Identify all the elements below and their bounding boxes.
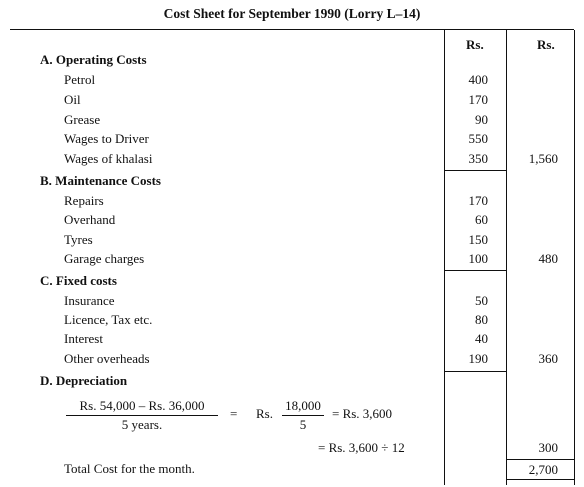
fraction-denominator: 5 xyxy=(299,417,307,432)
column-header-amount: Rs. xyxy=(466,37,484,52)
section-heading: D. Depreciation xyxy=(40,373,128,388)
item-amount: 90 xyxy=(475,112,488,127)
section-c-rule xyxy=(444,371,506,372)
section-a-rule xyxy=(444,170,506,171)
section-heading: C. Fixed costs xyxy=(40,273,117,288)
item-label: Insurance xyxy=(64,293,115,308)
item-label: Grease xyxy=(64,112,101,127)
item-amount: 50 xyxy=(475,293,488,308)
section-heading: A. Operating Costs xyxy=(40,52,147,67)
item-amount: 60 xyxy=(475,212,488,227)
total-rule-bottom xyxy=(506,479,574,480)
page-title: Cost Sheet for September 1990 (Lorry L–1… xyxy=(163,6,421,21)
item-amount: 400 xyxy=(468,72,489,87)
item-label: Licence, Tax etc. xyxy=(64,312,153,327)
item-amount: 150 xyxy=(468,232,489,247)
table-top-rule xyxy=(10,29,574,30)
section-b-rule xyxy=(444,270,506,271)
section-total: 480 xyxy=(538,251,559,266)
item-label: Wages to Driver xyxy=(64,131,149,146)
item-amount: 80 xyxy=(475,312,488,327)
section-heading: B. Maintenance Costs xyxy=(40,173,161,188)
item-amount: 170 xyxy=(468,193,489,208)
total-rule-top xyxy=(506,459,574,460)
depreciation-monthly: = Rs. 3,600 ÷ 12 xyxy=(318,440,405,455)
item-amount: 40 xyxy=(475,331,488,346)
item-label: Overhand xyxy=(64,212,116,227)
item-label: Garage charges xyxy=(64,251,145,266)
fraction-numerator: Rs. 54,000 – Rs. 36,000 xyxy=(66,398,218,416)
item-label: Petrol xyxy=(64,72,96,87)
column-header-total: Rs. xyxy=(537,37,555,52)
item-amount: 190 xyxy=(468,351,489,366)
depreciation-fraction-1: Rs. 54,000 – Rs. 36,000 5 years. xyxy=(66,398,218,433)
fraction-numerator: 18,000 xyxy=(282,398,324,416)
column-divider-right xyxy=(574,30,575,485)
equals-sign: = xyxy=(230,406,238,421)
item-label: Other overheads xyxy=(64,351,150,366)
total-label: Total Cost for the month. xyxy=(64,461,195,476)
item-amount: 350 xyxy=(468,151,489,166)
item-amount: 550 xyxy=(468,131,489,146)
item-label: Tyres xyxy=(64,232,93,247)
fraction-denominator: 5 years. xyxy=(121,417,163,432)
item-label: Oil xyxy=(64,92,81,107)
column-divider-amount xyxy=(444,30,445,485)
depreciation-fraction-2: 18,000 5 xyxy=(282,398,324,433)
column-divider-total xyxy=(506,30,507,485)
section-total: 1,560 xyxy=(528,151,558,166)
depreciation-total: 300 xyxy=(538,440,559,455)
item-amount: 100 xyxy=(468,251,489,266)
section-total: 360 xyxy=(538,351,559,366)
currency-label: Rs. xyxy=(256,406,273,421)
item-label: Wages of khalasi xyxy=(64,151,153,166)
total-value: 2,700 xyxy=(528,462,558,477)
depreciation-result: = Rs. 3,600 xyxy=(332,406,393,421)
item-label: Interest xyxy=(64,331,103,346)
item-amount: 170 xyxy=(468,92,489,107)
item-label: Repairs xyxy=(64,193,104,208)
